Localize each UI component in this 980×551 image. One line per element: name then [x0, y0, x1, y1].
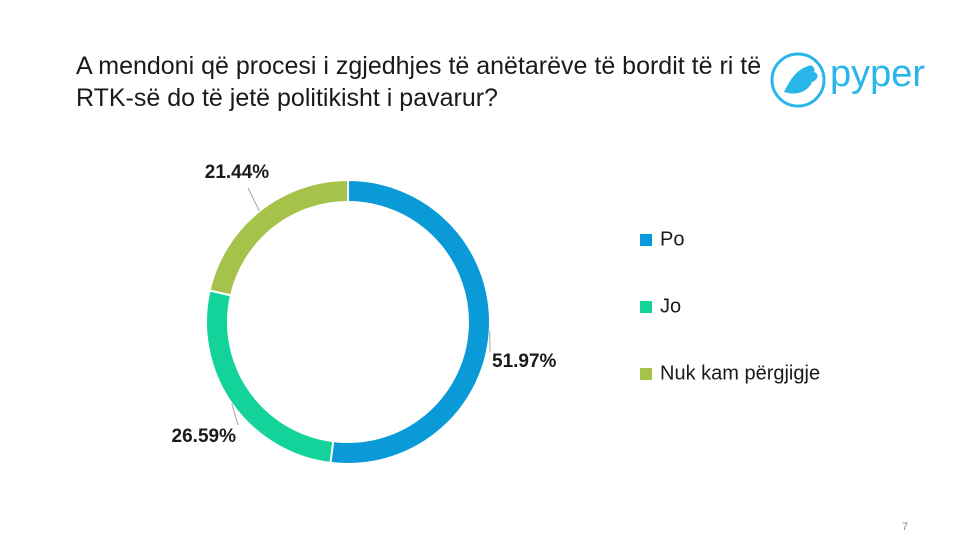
- page-number: 7: [902, 521, 908, 533]
- leader-line: [247, 187, 260, 212]
- logo-text: pyper: [830, 53, 925, 95]
- data-label: 21.44%: [205, 162, 270, 183]
- legend-swatch: [640, 234, 652, 246]
- chart-title: A mendoni që procesi i zgjedhjes të anët…: [76, 52, 762, 112]
- legend-label: Jo: [660, 295, 681, 317]
- leader-line: [231, 403, 239, 426]
- legend-label: Nuk kam përgjigje: [660, 362, 820, 384]
- legend-swatch: [640, 368, 652, 380]
- donut-segment: [329, 178, 491, 465]
- logo-icon: [770, 52, 826, 108]
- data-label: 26.59%: [172, 426, 237, 447]
- data-label: 51.97%: [492, 351, 557, 372]
- donut-segment: [208, 178, 349, 297]
- legend-swatch: [640, 301, 652, 313]
- legend-label: Po: [660, 228, 684, 250]
